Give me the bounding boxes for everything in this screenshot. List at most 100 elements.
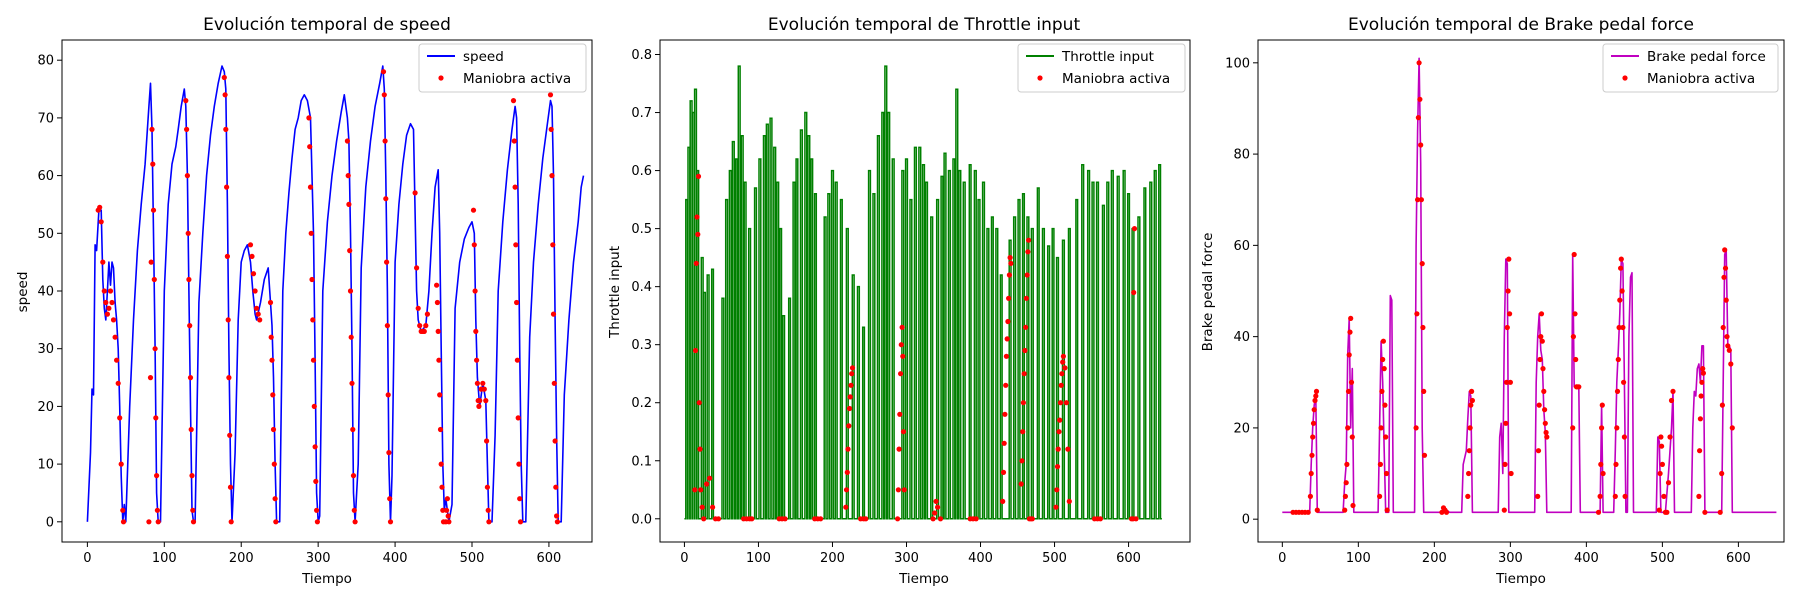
legend-scatter-swatch [1037,75,1043,81]
y-tick-label: 0.8 [631,48,652,63]
scatter-point [1469,397,1475,404]
scatter-point [554,513,560,519]
scatter-point [1007,255,1013,261]
scatter-point [1342,493,1348,499]
scatter-point [1698,393,1704,399]
scatter-point [900,353,906,359]
scatter-point [843,504,849,510]
x-tick-label: 200 [820,551,845,566]
scatter-point [1345,425,1351,431]
x-tick-label: 600 [1726,551,1751,566]
scatter-point [112,334,118,340]
scatter-point [1413,425,1419,431]
scatter-point [515,415,521,421]
scatter-point [1466,470,1472,477]
scatter-point [1346,352,1352,358]
scatter-point [510,98,517,104]
scatter-point [1053,504,1059,510]
scatter-point [898,371,904,377]
scatter-point [387,519,394,525]
scatter-point [346,201,352,207]
scatter-point [1719,470,1725,477]
scatter-point [1507,311,1513,317]
plot-area: 0 100 200 300 400 500 600 0.0 0.1 0.2 0.3 0.4 0.5 0.6… [631,39,1191,566]
scatter-point [476,403,482,409]
scatter-point [699,504,705,510]
scatter-point [224,253,230,259]
scatter-point [1022,347,1028,354]
scatter-point [437,392,443,398]
scatter-point [901,487,907,493]
scatter-point [1417,96,1423,102]
x-tick-label: 0 [680,551,688,566]
scatter-point [314,519,320,525]
scatter-point [480,380,486,386]
scatter-point [549,173,555,179]
scatter-point [1345,388,1352,394]
scatter-point [415,305,421,311]
scatter-point [1001,440,1007,446]
scatter-point [844,469,850,475]
scatter-point [271,461,277,467]
scatter-point [1613,461,1619,467]
scatter-point [101,288,107,294]
scatter-point [1380,356,1386,363]
speed-panel: Evolución temporal de speed Tiempo speed… [15,15,593,587]
scatter-point [1023,324,1029,330]
scatter-point [692,487,698,493]
y-tick-label: 50 [37,227,54,242]
x-tick-label: 600 [1116,551,1141,566]
scatter-point [1020,400,1026,406]
y-tick-label: 20 [1233,421,1250,436]
scatter-point [189,473,195,479]
scatter-point [472,288,478,294]
scatter-point [1059,371,1065,377]
scatter-point [351,507,357,513]
scatter-point [1000,498,1006,504]
scatter-point [1097,516,1103,522]
scatter-point [184,173,190,179]
series-line [684,65,1162,520]
scatter-point [310,357,317,363]
scatter-point [1612,493,1618,499]
scatter-point [348,334,354,340]
scatter-point [1700,366,1706,372]
legend: Brake pedal force Maniobra activa [1602,43,1779,93]
scatter-point [1538,311,1545,317]
scatter-point [1535,448,1542,454]
scatter-point [423,323,429,329]
scatter-point [474,357,480,363]
scatter-point [1619,288,1625,294]
scatter-point [933,498,939,504]
legend-label-line: Brake pedal force [1647,49,1766,65]
scatter-point [1502,461,1508,467]
scatter-point [485,507,491,513]
scatter-point [385,392,391,398]
scatter-point [313,478,319,484]
legend-label-scatter: Maniobra activa [463,71,571,87]
scatter-point [1313,388,1320,394]
scatter-point [417,323,423,329]
scatter-point [547,92,554,98]
scatter-point [386,450,392,456]
scatter-point [104,311,110,317]
scatter-point [307,184,314,190]
scatter-point [1382,402,1388,408]
scatter-point [1670,388,1676,394]
scatter-point [227,432,233,438]
scatter-point [1379,388,1385,394]
scatter-point [1503,420,1509,426]
scatter-point [1029,516,1035,522]
scatter-point [1054,464,1061,470]
y-tick-label: 20 [37,400,54,415]
scatter-point [440,507,446,513]
scatter-point [517,519,524,525]
scatter-point [695,173,702,179]
scatter-point [225,317,231,323]
scatter-point [382,138,388,144]
scatter-point [350,426,356,433]
scatter-point [190,507,196,513]
chart-title: Evolución temporal de Throttle input [768,15,1081,35]
y-tick-label: 0.5 [631,222,652,237]
scatter-point [257,317,263,323]
